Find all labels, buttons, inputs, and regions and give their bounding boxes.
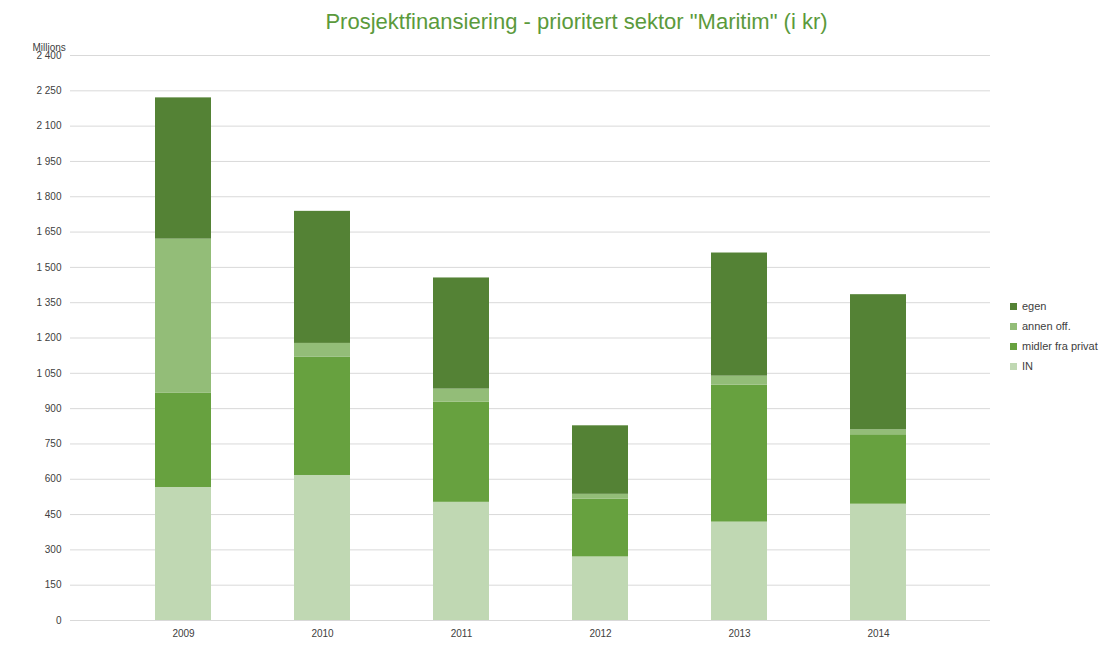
svg-text:1 200: 1 200: [36, 332, 61, 343]
html-text:midler fra privat: midler fra privat: [1022, 340, 1098, 352]
html-text:egen: egen: [1022, 300, 1047, 312]
html-text:IN: IN: [1022, 360, 1033, 372]
svg-text:2014: 2014: [867, 628, 890, 639]
svg-text:Millions: Millions: [33, 42, 66, 53]
svg-text:2013: 2013: [728, 628, 751, 639]
svg-text:150: 150: [45, 579, 62, 590]
svg-text:2012: 2012: [589, 628, 612, 639]
html-text:Prosjektfinansiering - priorit: Prosjektfinansiering - prioritert sektor…: [325, 9, 828, 34]
svg-text:1 650: 1 650: [36, 226, 61, 237]
svg-text:2 400: 2 400: [36, 49, 62, 61]
html-text:annen off.: annen off.: [1022, 320, 1071, 332]
svg-text:2011: 2011: [451, 628, 473, 639]
svg-text:2 100: 2 100: [36, 120, 61, 131]
svg-text:1 800: 1 800: [36, 191, 61, 202]
svg-text:300: 300: [45, 544, 62, 555]
svg-text:0: 0: [56, 615, 62, 626]
svg-text:750: 750: [45, 438, 62, 449]
svg-text:1 500: 1 500: [36, 262, 61, 273]
svg-text:1 050: 1 050: [36, 368, 61, 379]
svg-text:1 950: 1 950: [36, 156, 61, 167]
svg-text:900: 900: [45, 403, 62, 414]
svg-text:2 250: 2 250: [36, 85, 61, 96]
svg-text:1 350: 1 350: [36, 297, 61, 308]
svg-text:2009: 2009: [172, 628, 195, 639]
svg-text:2010: 2010: [311, 628, 334, 639]
svg-text:450: 450: [45, 509, 62, 520]
svg-text:600: 600: [45, 473, 62, 484]
